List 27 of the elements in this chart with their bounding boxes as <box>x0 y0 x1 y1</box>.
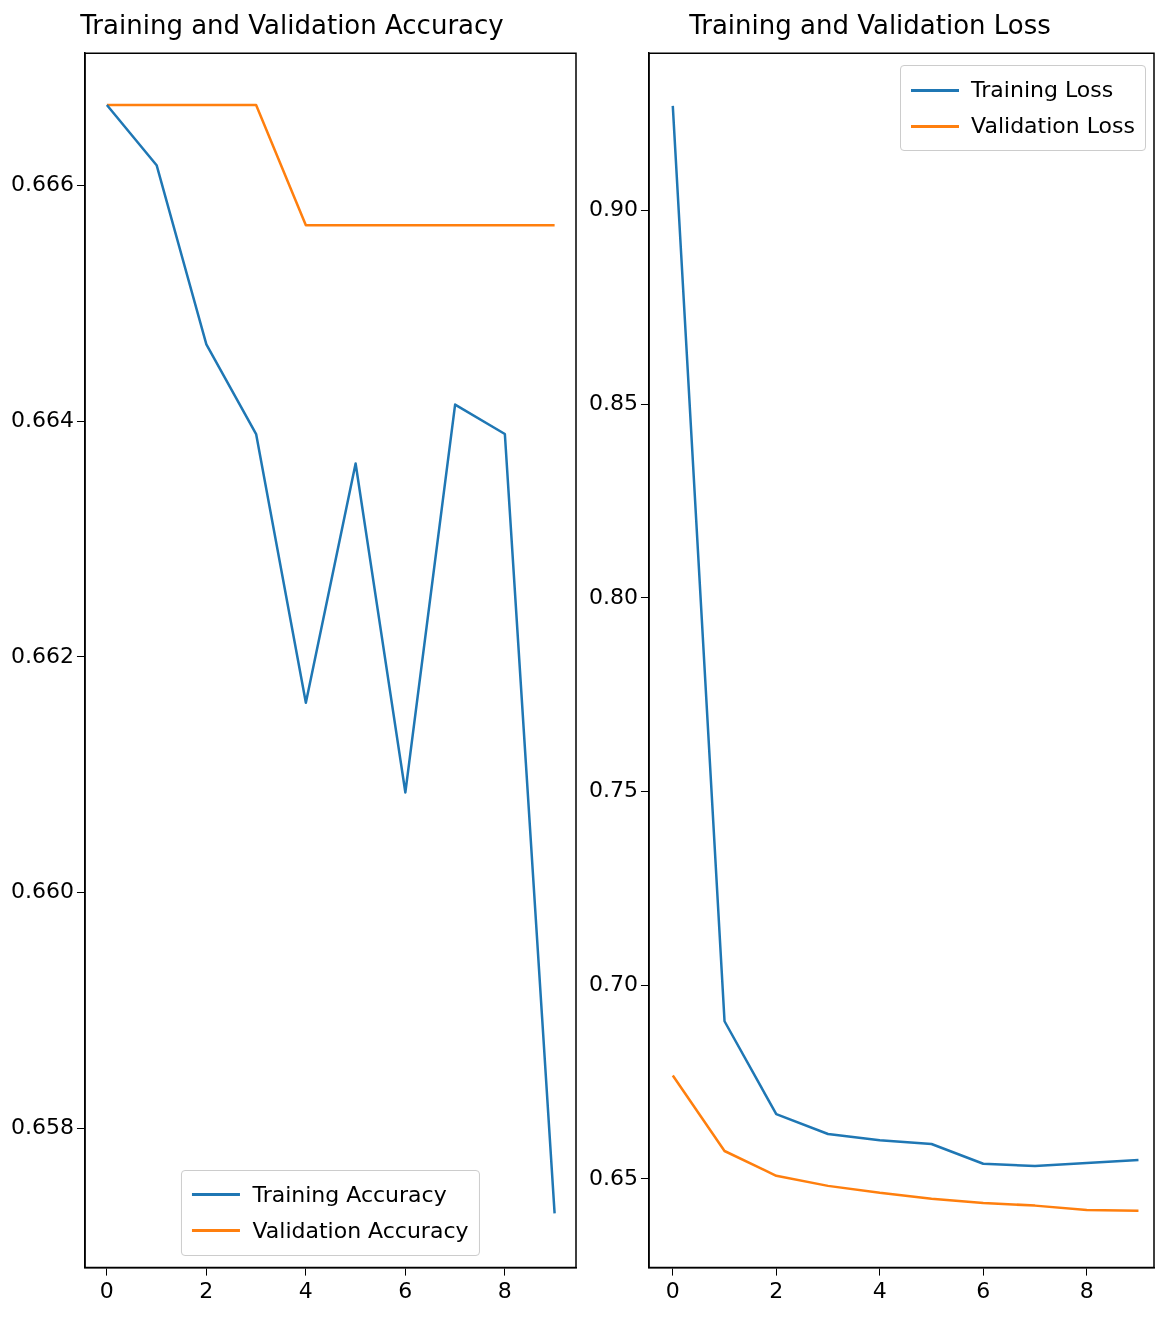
y-tick-label: 0.90 <box>589 196 638 222</box>
legend-label: Training Loss <box>971 76 1114 105</box>
x-tick-label: 4 <box>298 1277 313 1303</box>
x-tick-label: 0 <box>665 1277 680 1303</box>
y-tick-label: 0.80 <box>589 583 638 609</box>
y-tick-label: 0.70 <box>589 970 638 996</box>
x-tick-label: 4 <box>872 1277 887 1303</box>
legend-label: Training Accuracy <box>252 1180 447 1209</box>
y-tick-label: 0.658 <box>11 1114 74 1140</box>
x-tick-label: 0 <box>99 1277 114 1303</box>
y-tick-label: 0.75 <box>589 777 638 803</box>
x-tick-label: 6 <box>976 1277 991 1303</box>
x-tick-label: 6 <box>398 1277 413 1303</box>
x-tick-label: 2 <box>199 1277 214 1303</box>
y-tick-label: 0.85 <box>589 389 638 415</box>
x-tick-label: 8 <box>1079 1277 1094 1303</box>
y-tick-label: 0.666 <box>11 170 74 196</box>
legend-label: Validation Loss <box>971 112 1135 141</box>
x-tick-label: 8 <box>497 1277 512 1303</box>
y-tick-label: 0.65 <box>589 1164 638 1190</box>
y-tick-label: 0.662 <box>11 642 74 668</box>
chart-title: Training and Validation Loss <box>688 10 1051 41</box>
y-tick-label: 0.664 <box>11 406 74 432</box>
y-tick-label: 0.660 <box>11 878 74 904</box>
x-tick-label: 2 <box>769 1277 784 1303</box>
chart-title: Training and Validation Accuracy <box>79 10 504 41</box>
legend-label: Validation Accuracy <box>252 1216 469 1245</box>
